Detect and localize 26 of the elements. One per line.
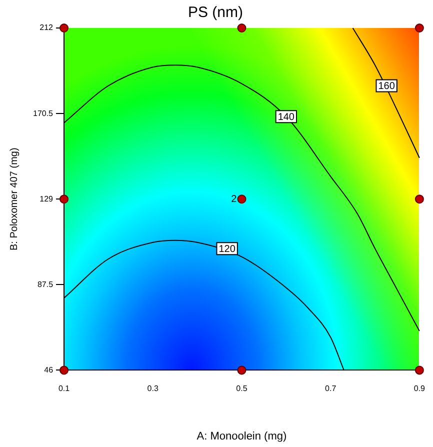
- y-tick-label: 129: [40, 194, 54, 204]
- y-tick-label: 87.5: [37, 280, 54, 289]
- point: [414, 24, 424, 32]
- point: [60, 366, 69, 375]
- y-axis-title: B: Poloxomer 407 (mg): [8, 148, 20, 251]
- y-tick-label: 212: [40, 23, 54, 32]
- x-axis-title: A: Monoolein (mg): [196, 430, 287, 442]
- point: [237, 194, 246, 204]
- y-tick-label: 46: [44, 365, 54, 374]
- point: [237, 366, 246, 375]
- x-tick-label: 0.1: [58, 384, 70, 394]
- point: [60, 24, 69, 32]
- x-tick-label: 0.7: [325, 384, 337, 394]
- x-tick-label: 0.9: [414, 384, 426, 394]
- point: [414, 194, 424, 204]
- annotation: 2: [231, 194, 238, 205]
- point: [237, 24, 246, 32]
- point: [414, 366, 424, 375]
- annotation: 160: [378, 80, 396, 92]
- annotation: 120: [218, 244, 236, 255]
- chart-title: PS (nm): [188, 4, 244, 22]
- y-tick-label: 170.5: [32, 108, 54, 118]
- point: [60, 194, 69, 204]
- line-series: [352, 28, 420, 158]
- x-tick-label: 0.3: [147, 384, 159, 394]
- x-tick-label: 0.5: [236, 384, 248, 394]
